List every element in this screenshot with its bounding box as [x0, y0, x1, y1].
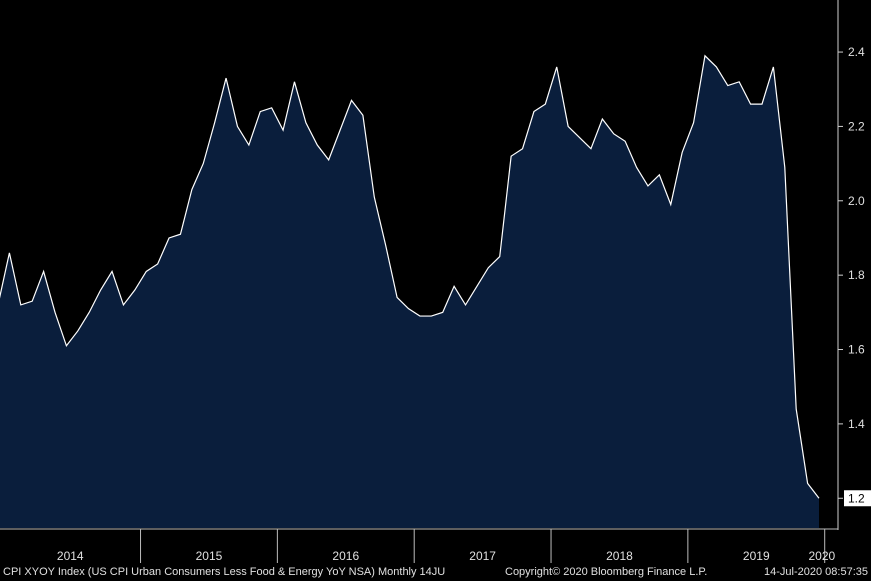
data-point	[453, 285, 456, 288]
data-point	[316, 144, 319, 147]
data-point	[464, 303, 467, 306]
data-point	[715, 65, 718, 68]
footer: CPI XYOY Index (US CPI Urban Consumers L…	[0, 563, 871, 581]
data-point	[612, 132, 615, 135]
x-year-label: 2018	[606, 549, 633, 563]
data-point	[703, 54, 706, 57]
data-point	[487, 266, 490, 269]
data-point	[190, 188, 193, 191]
data-point	[179, 233, 182, 236]
data-point	[772, 65, 775, 68]
axis-layer: 1.4 1.6 1.8 2.0 2.2 2.4 1.2 2014 2015 2016 2017 201…	[0, 0, 871, 563]
data-point	[555, 65, 558, 68]
data-point	[350, 99, 353, 102]
data-point	[726, 84, 729, 87]
data-point	[760, 103, 763, 106]
data-point	[31, 300, 34, 303]
data-point	[42, 270, 45, 273]
data-point	[624, 140, 627, 143]
data-point	[681, 151, 684, 154]
data-point	[430, 315, 433, 318]
y-tick-label: 1.6	[848, 343, 865, 357]
footer-copyright: Copyright© 2020 Bloomberg Finance L.P.	[505, 566, 708, 578]
x-year-label: 2017	[469, 549, 496, 563]
data-point	[168, 236, 171, 239]
data-point	[19, 303, 22, 306]
series-line	[0, 54, 820, 499]
data-point	[510, 155, 513, 158]
data-point	[589, 147, 592, 150]
y-tick-label: 1.4	[848, 417, 865, 431]
data-point	[475, 285, 478, 288]
data-point	[783, 166, 786, 169]
data-point	[544, 103, 547, 106]
data-point	[259, 110, 262, 113]
data-point	[373, 196, 376, 199]
data-point	[396, 296, 399, 299]
data-point	[418, 315, 421, 318]
data-point	[521, 147, 524, 150]
footer-timestamp: 14-Jul-2020 08:57:35	[764, 566, 868, 578]
data-point	[692, 121, 695, 124]
data-point	[384, 244, 387, 247]
data-point	[361, 114, 364, 117]
data-point	[669, 203, 672, 206]
data-point	[339, 129, 342, 132]
data-point	[635, 166, 638, 169]
data-point	[407, 307, 410, 310]
data-point	[202, 162, 205, 165]
data-point	[282, 129, 285, 132]
data-point	[156, 263, 159, 266]
area-layer	[0, 54, 821, 528]
x-year-label: 2016	[332, 549, 359, 563]
data-point	[795, 408, 798, 411]
x-year-label: 2020	[808, 549, 835, 563]
data-point	[738, 80, 741, 83]
data-point	[133, 289, 136, 292]
data-point	[304, 121, 307, 124]
data-point	[532, 110, 535, 113]
data-point	[601, 117, 604, 120]
data-point	[441, 311, 444, 314]
data-point	[658, 173, 661, 176]
y-tick-label: 2.0	[848, 194, 865, 208]
data-point	[76, 329, 79, 332]
data-point	[236, 125, 239, 128]
x-year-label: 2014	[57, 549, 84, 563]
data-point	[122, 303, 125, 306]
data-point	[293, 80, 296, 83]
last-value-box	[844, 490, 871, 507]
data-point	[806, 482, 809, 485]
footer-security-description: CPI XYOY Index (US CPI Urban Consumers L…	[3, 566, 446, 578]
data-point	[247, 144, 250, 147]
data-point	[213, 121, 216, 124]
data-point	[8, 251, 11, 254]
data-point	[749, 103, 752, 106]
data-point	[818, 497, 821, 500]
data-point	[225, 77, 228, 80]
data-point	[99, 289, 102, 292]
last-value-label: 1.2	[848, 491, 865, 505]
data-point	[111, 270, 114, 273]
series-area-fill	[0, 55, 819, 528]
data-point	[327, 158, 330, 161]
data-point	[65, 344, 68, 347]
y-tick-label: 1.8	[848, 268, 865, 282]
x-year-label: 2015	[196, 549, 223, 563]
data-point	[145, 270, 148, 273]
y-tick-label: 2.2	[848, 119, 865, 133]
data-point	[646, 184, 649, 187]
data-point	[88, 311, 91, 314]
data-point	[498, 255, 501, 258]
data-point	[270, 106, 273, 109]
data-point	[567, 125, 570, 128]
data-point	[578, 136, 581, 139]
x-year-label: 2019	[743, 549, 770, 563]
data-point	[54, 311, 57, 314]
y-tick-label: 2.4	[848, 45, 865, 59]
